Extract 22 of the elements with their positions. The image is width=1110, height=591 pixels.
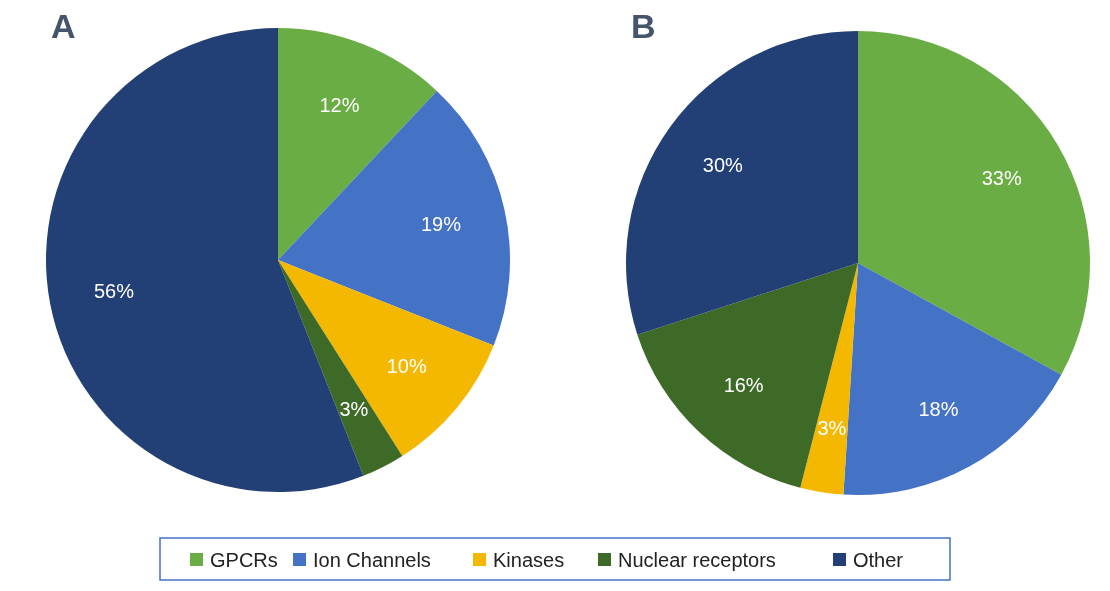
- legend-label: Ion Channels: [313, 549, 431, 571]
- pie-slice: [637, 263, 858, 488]
- data-label: 19%: [421, 212, 462, 235]
- pie-slice: [800, 263, 858, 495]
- chart-title: B: [631, 7, 656, 45]
- data-label: 16%: [723, 373, 764, 396]
- data-label: 33%: [981, 166, 1023, 189]
- pie-slice: [278, 260, 494, 456]
- pie-slice: [278, 90, 510, 346]
- legend-label: GPCRs: [210, 549, 278, 571]
- pie-slice: [858, 31, 1090, 375]
- legend-label: Kinases: [493, 549, 565, 571]
- legend-label: Other: [853, 549, 904, 571]
- chart-title: A: [51, 7, 76, 45]
- legend-label: Nuclear receptors: [618, 549, 776, 571]
- data-label: 3%: [817, 416, 847, 439]
- data-label: 56%: [93, 280, 135, 303]
- data-label: 3%: [339, 397, 369, 420]
- data-label: 30%: [702, 153, 744, 176]
- data-label: 18%: [918, 398, 959, 421]
- data-label: 12%: [319, 93, 360, 116]
- data-label: 10%: [386, 355, 427, 378]
